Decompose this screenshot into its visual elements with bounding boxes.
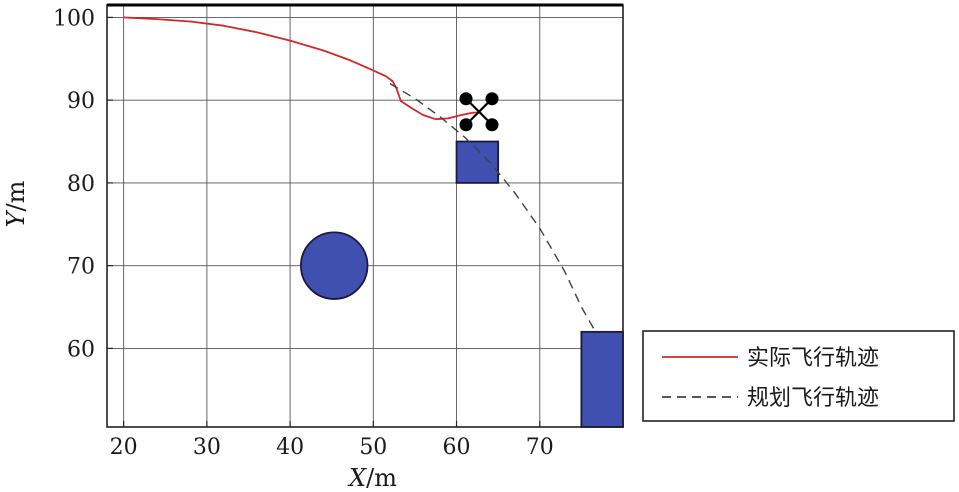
grid — [107, 5, 623, 427]
obstacle-circle — [300, 231, 369, 300]
obstacle-rect — [455, 140, 500, 184]
y-axis-variable: Y — [2, 209, 30, 227]
x-tick-label: 30 — [193, 435, 221, 460]
ticks: 20 30 40 50 60 70 60 70 80 90 100 — [53, 6, 554, 460]
legend-box — [642, 330, 955, 422]
y-tick-label: 60 — [67, 337, 95, 362]
drone-rotor — [485, 92, 499, 106]
x-tick-label: 40 — [276, 435, 304, 460]
y-axis-unit: /m — [2, 180, 30, 211]
y-tick-label: 100 — [53, 6, 95, 31]
y-tick-label: 90 — [67, 89, 95, 114]
x-axis-variable: X — [347, 464, 367, 492]
y-tick-label: 80 — [67, 172, 95, 197]
legend: 实际飞行轨迹 规划飞行轨迹 — [642, 330, 955, 422]
x-axis-unit: /m — [366, 464, 397, 492]
x-axis-label: X/m — [347, 464, 397, 492]
x-tick-label: 50 — [359, 435, 387, 460]
series-line-actual — [123, 16, 482, 121]
x-tick-label: 70 — [526, 435, 554, 460]
drone-rotor — [459, 118, 473, 132]
x-tick-label: 20 — [110, 435, 138, 460]
drone-rotor — [485, 118, 499, 132]
y-tick-label: 70 — [67, 255, 95, 280]
plot-frame — [106, 4, 624, 428]
legend-label-planned: 规划飞行轨迹 — [747, 386, 879, 411]
x-tick-label: 60 — [443, 435, 471, 460]
obstacles — [300, 140, 624, 428]
y-axis-label: Y/m — [2, 180, 30, 227]
obstacle-rect — [580, 330, 624, 428]
series — [123, 16, 597, 333]
drone-rotor — [459, 92, 473, 106]
legend-label-actual: 实际飞行轨迹 — [747, 346, 879, 371]
drone-marker — [459, 92, 499, 132]
